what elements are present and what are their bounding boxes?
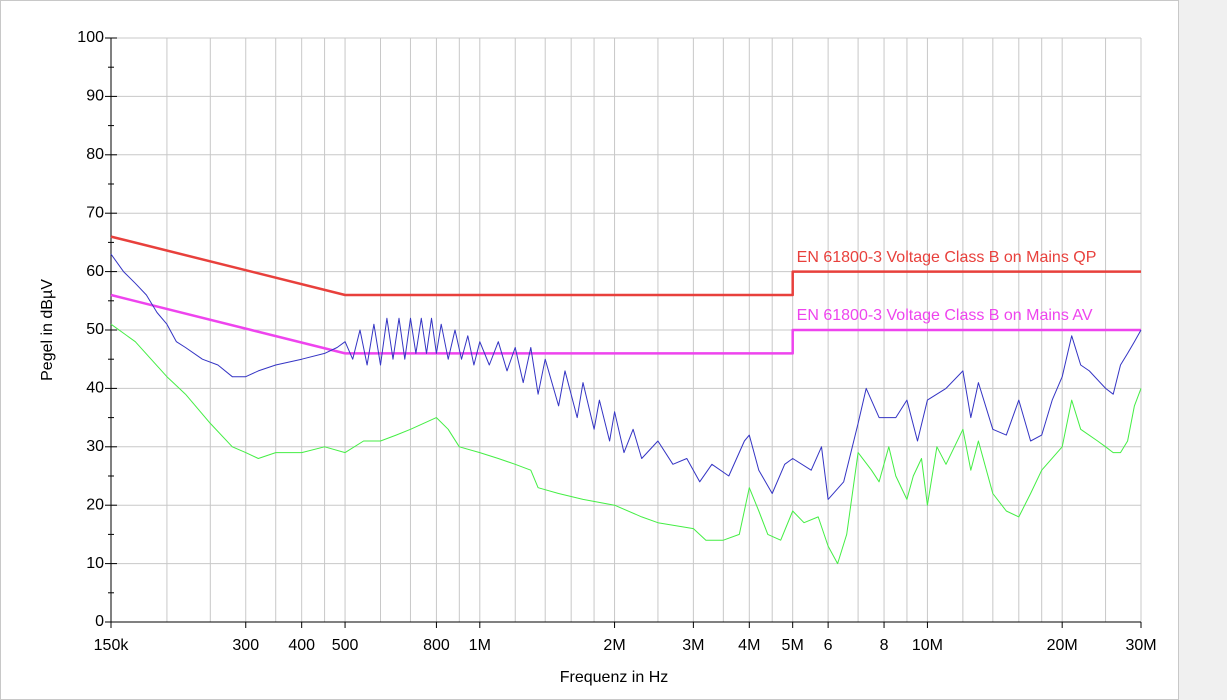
- x-tick-label: 1M: [469, 637, 491, 654]
- x-tick-label: 4M: [738, 637, 760, 654]
- x-tick-label: 30M: [1125, 637, 1156, 654]
- x-tick-label: 400: [288, 637, 315, 654]
- x-tick-label: 6: [824, 637, 833, 654]
- series-label: EN 61800-3 Voltage Class B on Mains QP: [797, 249, 1097, 266]
- y-tick-label: 40: [86, 380, 104, 397]
- y-tick-label: 20: [86, 496, 104, 513]
- y-tick-label: 10: [86, 555, 104, 572]
- x-tick-label: 8: [880, 637, 889, 654]
- x-tick-label: 5M: [782, 637, 804, 654]
- y-tick-label: 90: [86, 88, 104, 105]
- x-tick-label: 500: [332, 637, 359, 654]
- y-axis-title: Pegel in dBµV: [39, 279, 56, 381]
- x-tick-label: 10M: [912, 637, 943, 654]
- y-tick-label: 100: [77, 29, 104, 46]
- chart-panel: [0, 0, 1179, 700]
- y-tick-label: 80: [86, 146, 104, 163]
- series-line: [110, 235, 1141, 297]
- x-tick-label: 2M: [603, 637, 625, 654]
- series-line: [110, 293, 1141, 355]
- y-tick-label: 0: [95, 613, 104, 630]
- y-tick-label: 50: [86, 321, 104, 338]
- series-line: [110, 323, 1142, 565]
- x-tick-label: 150k: [94, 637, 130, 654]
- x-tick-label: 800: [423, 637, 450, 654]
- series-line: [110, 253, 1142, 500]
- x-tick-label: 20M: [1047, 637, 1078, 654]
- y-tick-label: 60: [86, 263, 104, 280]
- x-tick-label: 3M: [682, 637, 704, 654]
- series-label: EN 61800-3 Voltage Class B on Mains AV: [797, 307, 1093, 324]
- x-tick-label: 300: [232, 637, 259, 654]
- y-tick-label: 70: [86, 204, 104, 221]
- x-axis-title: Frequenz in Hz: [560, 669, 669, 686]
- y-tick-label: 30: [86, 438, 104, 455]
